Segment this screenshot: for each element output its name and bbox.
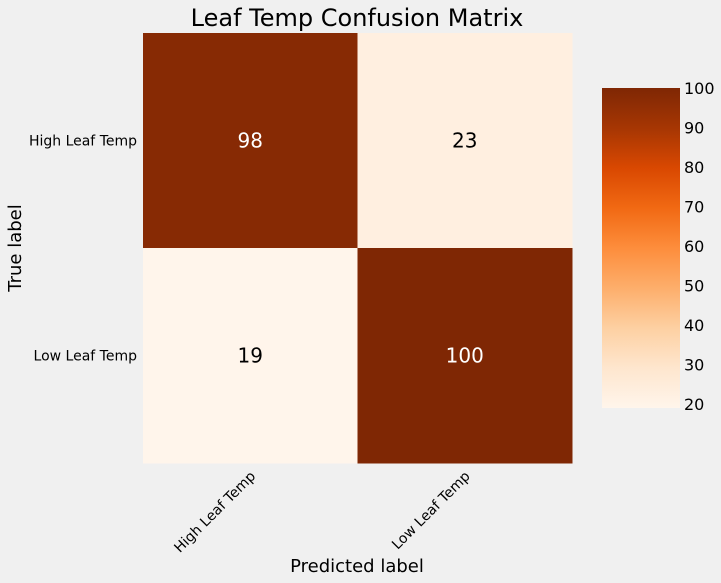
- colorbar: [602, 88, 680, 408]
- heatmap-cell: [143, 248, 358, 464]
- heatmap-cells: [143, 33, 573, 464]
- y-tick-label: Low Leaf Temp: [34, 349, 138, 365]
- colorbar-tick-label: 30: [684, 356, 704, 375]
- colorbar-tick-label: 100: [684, 79, 715, 98]
- x-tick-label: High Leaf Temp: [171, 468, 259, 556]
- heatmap-cell: [357, 248, 573, 464]
- cell-value-labels: 98 23 19 100: [238, 129, 484, 368]
- colorbar-tick-label: 50: [684, 277, 704, 296]
- cell-value-label: 19: [238, 344, 263, 368]
- cell-value-label: 100: [446, 344, 484, 368]
- x-axis-title: Predicted label: [290, 556, 424, 577]
- chart-title: Leaf Temp Confusion Matrix: [191, 4, 524, 32]
- heatmap-cell: [143, 33, 358, 249]
- x-tick-label: Low Leaf Temp: [389, 468, 474, 553]
- heatmap-cell: [357, 33, 573, 249]
- cell-value-label: 98: [238, 129, 263, 153]
- colorbar-tick-label: 20: [684, 395, 704, 414]
- y-tick-label: High Leaf Temp: [29, 134, 137, 150]
- colorbar-tick-label: 80: [684, 158, 704, 177]
- cell-value-label: 23: [452, 129, 477, 153]
- colorbar-tick-labels: 20 30 40 50 60 70 80 90 100: [684, 79, 715, 414]
- y-axis-title: True label: [5, 204, 26, 293]
- colorbar-tick-label: 70: [684, 198, 704, 217]
- colorbar-tick-label: 60: [684, 237, 704, 256]
- colorbar-tick-label: 40: [684, 316, 704, 335]
- colorbar-tick-label: 90: [684, 119, 704, 138]
